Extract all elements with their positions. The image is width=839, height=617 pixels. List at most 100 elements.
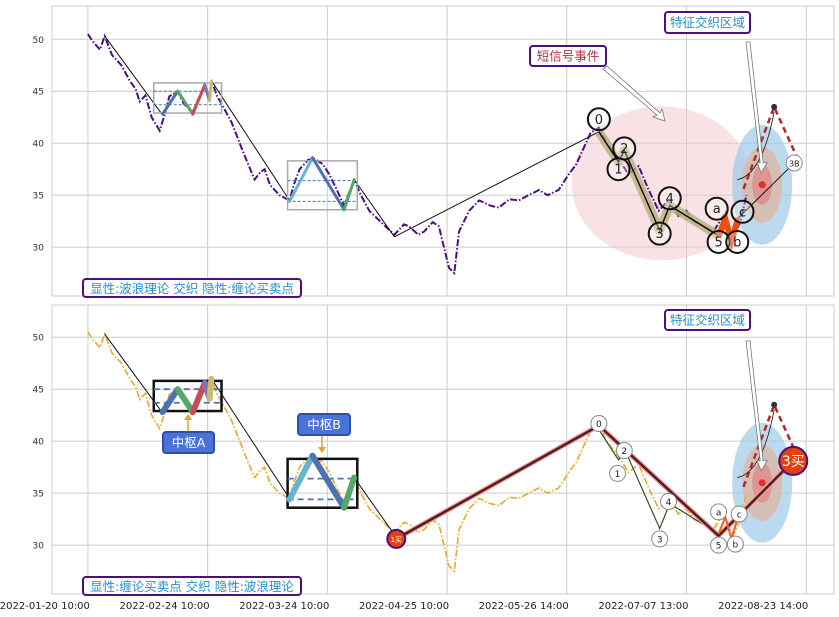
feature-zone-center-dot	[758, 479, 766, 487]
trend-line	[211, 378, 290, 499]
wave-label-text: 3B	[789, 159, 800, 168]
abc-path	[715, 209, 742, 252]
y-tick-label: 40	[33, 140, 45, 150]
zhongshu-a-arrowhead	[184, 414, 192, 420]
wave-label-circle	[609, 464, 627, 482]
short-signal-annotation-frame	[529, 45, 607, 67]
buy-point-label: 3买	[782, 454, 805, 470]
wave-label-circle	[657, 186, 682, 211]
projection-arc	[737, 111, 775, 181]
wave-label-circle	[647, 221, 672, 246]
wave-label-circle	[660, 492, 678, 510]
wave-label-circle	[785, 154, 803, 172]
wave-label-text: c	[739, 205, 746, 220]
zhongshu-b-label-frame	[297, 413, 351, 436]
zhongshu-segment	[342, 178, 356, 212]
zhongshu-box	[286, 457, 359, 509]
zhongshu-b-label: 中枢B	[297, 413, 351, 436]
feature-zone-annotation-bottom-frame	[664, 309, 751, 331]
zhongshu-segment	[286, 452, 316, 503]
wave-label-circle	[726, 535, 744, 553]
c-to-3b-line	[737, 162, 795, 219]
wave-label-circle	[710, 536, 728, 554]
wave-label-text: 2	[621, 447, 627, 457]
wave-label-circle	[725, 229, 750, 254]
zhongshu-segment	[208, 79, 213, 103]
wave-label-text: a	[716, 508, 722, 518]
wave-path	[598, 429, 719, 535]
wave-label-circle	[704, 196, 729, 221]
trend-line	[211, 80, 290, 201]
y-tick-label: 30	[33, 542, 45, 552]
y-tick-label: 35	[33, 192, 44, 202]
feature-zone-center-dot	[758, 181, 766, 189]
buy-point-marker	[778, 445, 809, 476]
feature-zone-annotation-top-frame	[664, 11, 751, 34]
annotation-arrow	[745, 340, 768, 472]
y-tick-label: 40	[33, 438, 45, 448]
x-tick-label: 2022-08-23 14:00	[718, 601, 808, 612]
zhongshu-box	[286, 160, 359, 211]
legend-frame	[82, 576, 302, 596]
projection-peak-dot	[771, 401, 778, 408]
y-tick-label: 45	[33, 386, 44, 396]
x-tick-label: 2022-02-24 10:00	[120, 601, 210, 612]
wave-label-text: 5	[714, 235, 722, 250]
y-tick-label: 50	[33, 36, 45, 46]
wave-label-circle	[615, 442, 633, 460]
y-tick-label: 50	[33, 334, 45, 344]
wave-label-circle	[612, 136, 637, 161]
wave-label-text: 2	[620, 142, 628, 157]
trend-line	[353, 477, 395, 535]
x-tick-label: 2022-05-26 14:00	[479, 601, 569, 612]
legend-label: 显性:波浪理论 交织 隐性:缠论买卖点	[90, 281, 294, 296]
zhongshu-b-arrowhead	[318, 447, 326, 453]
x-tick-label: 2022-03-24 10:00	[239, 601, 329, 612]
zhongshu-box	[152, 379, 223, 413]
zhongshu-segment	[206, 375, 215, 402]
trend-line	[353, 179, 395, 238]
zhongshu-segment	[191, 83, 207, 116]
annotation-arrow	[745, 41, 768, 174]
wave-label-text: 1	[614, 163, 622, 178]
zhongshu-segment	[176, 89, 195, 116]
zhongshu-segment	[161, 89, 180, 116]
x-tick-label: 2022-01-20 10:00	[0, 601, 90, 612]
zhongshu-segment	[341, 474, 358, 511]
zhongshu-segment	[311, 156, 346, 212]
signal-zone-ellipse	[571, 106, 752, 261]
wave-label-text: b	[732, 541, 738, 551]
wave-label-text: 3	[657, 535, 663, 545]
wave-label-circle	[706, 229, 731, 254]
x-tick-label: 2022-04-25 10:00	[359, 601, 449, 612]
wave-label-text: 5	[716, 542, 722, 552]
wave-label-circle	[586, 107, 611, 132]
buy-point-label: 1买	[391, 536, 402, 544]
legend-box: 显性:波浪理论 交织 隐性:缠论买卖点	[82, 278, 302, 298]
zhongshu-segment	[189, 379, 208, 416]
projection-arc	[737, 409, 775, 479]
y-tick-label: 35	[33, 490, 44, 500]
wave-label-circle	[710, 503, 728, 521]
legend-frame	[82, 278, 302, 298]
wave-label-text: 0	[595, 113, 603, 128]
zhongshu-a-label-text: 中枢A	[172, 435, 206, 450]
short-signal-annotation-text: 短信号事件	[537, 49, 600, 64]
bi-line	[395, 424, 795, 540]
feature-zone-annotation-bottom: 特征交织区域	[664, 309, 751, 331]
annotation-arrow	[602, 65, 666, 122]
projection-peak-dot	[771, 103, 778, 110]
wave-label-text: 4	[666, 192, 674, 207]
abc-path	[717, 514, 740, 543]
zhongshu-segment	[174, 386, 196, 416]
wave-label-text: 3	[656, 227, 664, 242]
wave-label-text: 4	[666, 498, 672, 508]
trend-line	[394, 131, 600, 238]
zhongshu-segment	[288, 156, 315, 203]
wave-label-text: a	[713, 202, 721, 217]
wave-label-text: c	[737, 510, 742, 520]
zhongshu-b-label-text: 中枢B	[307, 417, 341, 432]
